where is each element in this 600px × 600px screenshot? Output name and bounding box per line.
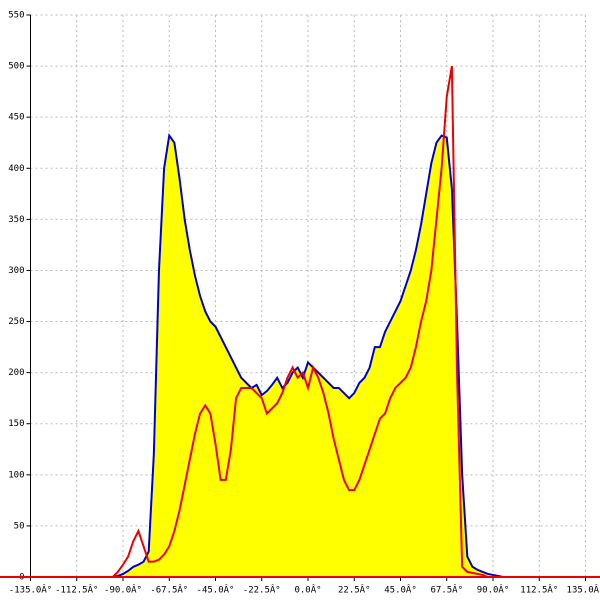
x-tick-label: -135.0Â° [9, 584, 52, 596]
y-tick-label: 250 [8, 317, 24, 327]
x-tick-label: 45.0Â° [384, 584, 417, 596]
area-fill [112, 135, 504, 578]
x-tick-label: -45.0Â° [197, 584, 235, 596]
y-tick-label: 200 [8, 368, 24, 378]
y-tick-label: 500 [8, 62, 24, 72]
x-tick-label: -112.5Â° [55, 584, 98, 596]
y-tick-label: 50 [14, 521, 25, 531]
x-tick-label: 135.0Â° [567, 584, 600, 596]
x-tick-label: 90.0Â° [477, 584, 510, 596]
x-tick-label: 22.5Â° [338, 584, 371, 596]
line [112, 133, 504, 578]
x-tick-label: 0.0Â° [294, 584, 321, 596]
y-tick-label: 100 [8, 470, 24, 480]
y-tick-label: 450 [8, 113, 24, 123]
y-tick-label: 300 [8, 266, 24, 276]
x-tick-label: -67.5Â° [150, 584, 188, 596]
x-tick-label: -22.5Â° [243, 584, 281, 596]
y-tick-label: 350 [8, 215, 24, 225]
x-tick-label: 67.5Â° [430, 584, 463, 596]
line [112, 65, 504, 578]
x-tick-label: 112.5Â° [520, 584, 558, 596]
y-tick-label: 400 [8, 164, 24, 174]
y-tick-label: 550 [8, 11, 24, 21]
y-tick-label: 150 [8, 419, 24, 429]
x-tick-label: -90.0Â° [104, 584, 142, 596]
